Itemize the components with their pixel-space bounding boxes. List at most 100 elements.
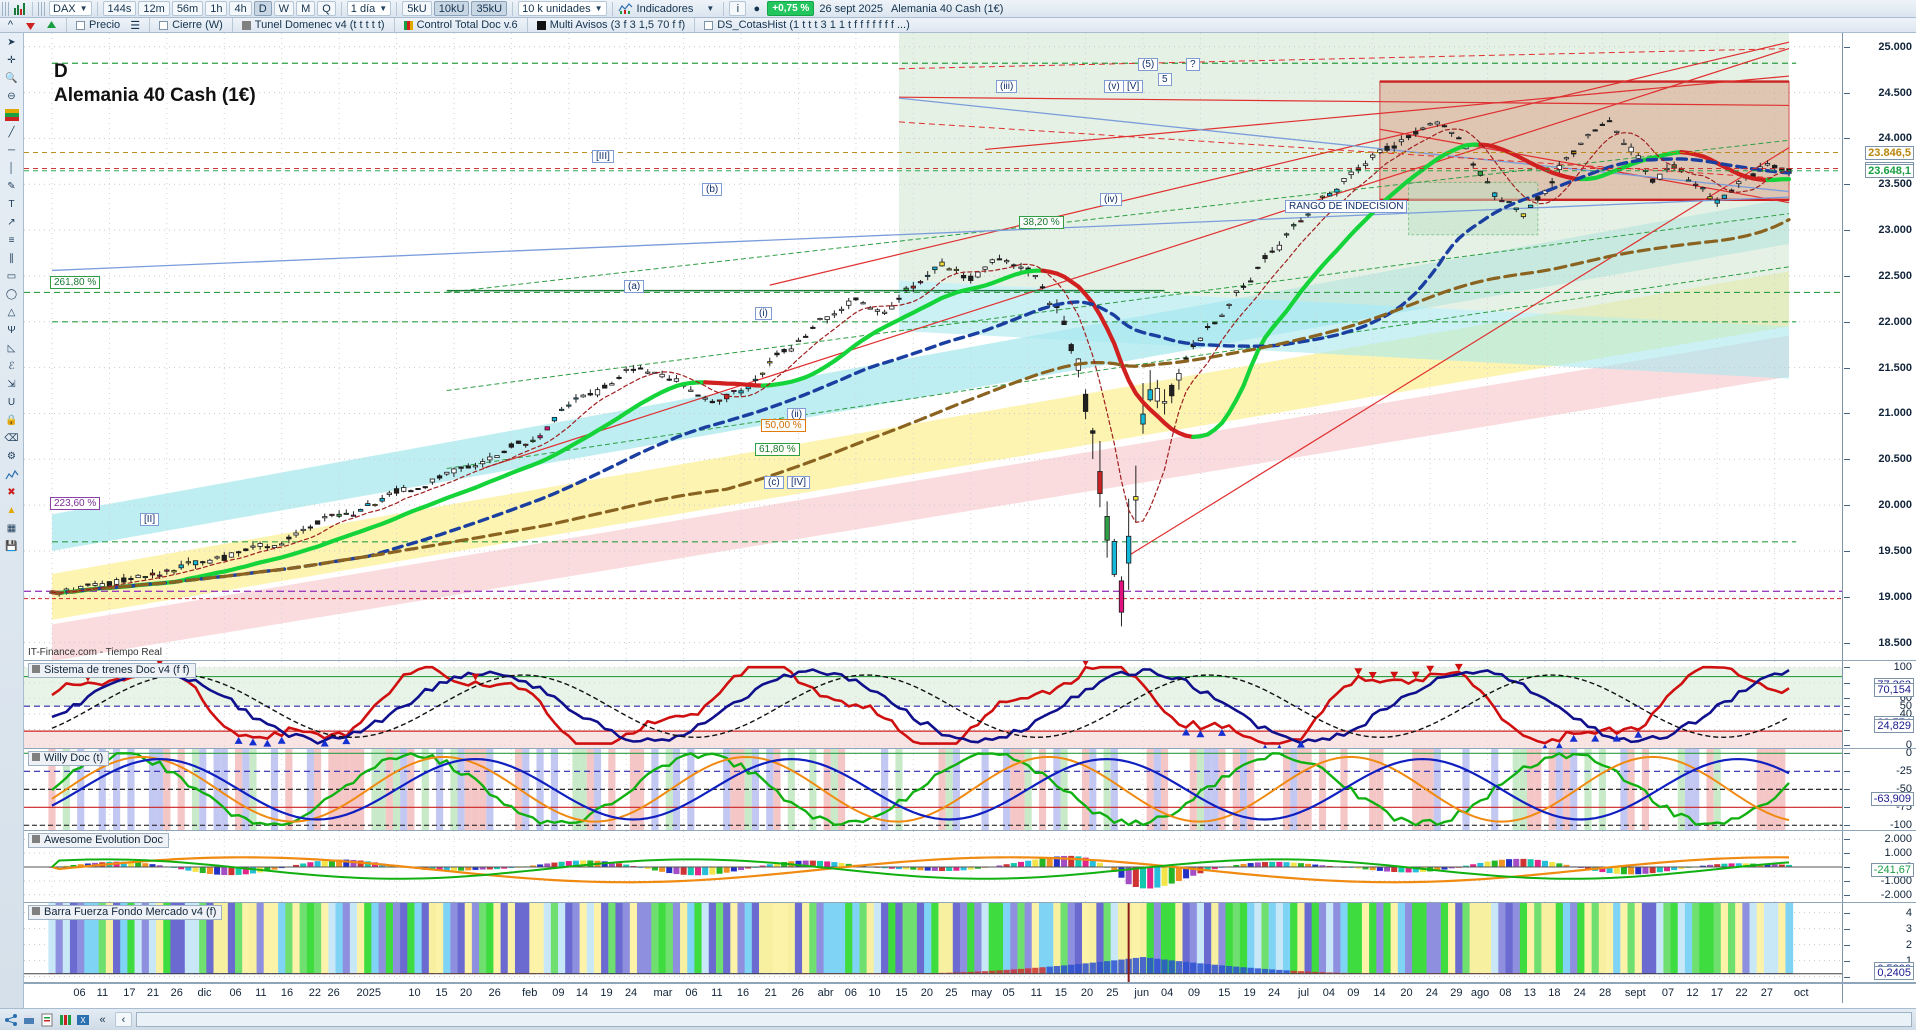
date-axis[interactable]: 06 11 17 21 26 dic 06 11 16 22 26 2025 10 15 20 26 feb 09… <box>24 983 1916 1003</box>
timeframe-w[interactable]: W <box>273 1 295 16</box>
save-icon[interactable]: 💾 <box>5 541 18 552</box>
indicator-pane-fuerza[interactable]: 432100,50000,2405 Barra Fuerza Fondo Mer… <box>24 903 1916 983</box>
ellipse-icon[interactable]: ◯ <box>5 289 18 300</box>
eraser-icon[interactable]: ⌫ <box>4 433 19 444</box>
info-icon[interactable]: i <box>729 1 747 16</box>
nav-prev-button[interactable]: ‹ <box>115 1012 132 1027</box>
magnet-icon[interactable]: U <box>7 397 16 408</box>
indicator-value-badge[interactable]: -63,909 <box>1870 792 1914 807</box>
lock-icon[interactable]: 🔒 <box>5 415 18 426</box>
record-icon[interactable]: ● <box>753 2 761 15</box>
price-pane[interactable]: 25.000 24.500 24.000 23.500 23.000 22.500 22.0… <box>24 33 1916 661</box>
channel-icon[interactable]: ∥ <box>9 253 14 264</box>
chart-annotation[interactable]: (i) <box>755 307 772 320</box>
chart-annotation[interactable]: (5) <box>1138 58 1159 71</box>
add-indicator-icon[interactable] <box>3 467 21 482</box>
price-value-badge[interactable]: 23.648,1 <box>1865 163 1914 178</box>
chart-annotation[interactable]: 61,80 % <box>755 443 800 456</box>
series-item-tunel[interactable]: Tunel Domenec v4 (t t t t t) <box>238 18 389 33</box>
indicator-value-badge[interactable]: -241,67 <box>1870 863 1914 878</box>
data-icon[interactable] <box>58 1013 72 1027</box>
chart-annotation[interactable]: 261,80 % <box>50 276 101 289</box>
timeframe-d[interactable]: D <box>253 1 272 16</box>
indicator-value-badge[interactable]: 70,154 <box>1874 683 1914 698</box>
arrow-icon[interactable]: ↗ <box>7 217 16 228</box>
zoom-out-icon[interactable]: ⊖ <box>7 91 16 102</box>
nav-first-button[interactable]: « <box>99 1013 106 1026</box>
measure-icon[interactable]: ⇲ <box>7 379 16 390</box>
chart-annotation[interactable]: ? <box>1186 58 1200 71</box>
indicator-title-awesome[interactable]: Awesome Evolution Doc <box>28 833 170 848</box>
series-item-cotashist[interactable]: DS_CotasHist (1 t t t 3 1 1 t f f f f f … <box>700 18 914 33</box>
timeframe-1h[interactable]: 1h <box>205 1 228 16</box>
symbol-selector[interactable]: DAX ▼ <box>49 1 92 16</box>
chart-annotation[interactable]: (c) <box>764 476 784 489</box>
chart-annotation[interactable]: (b) <box>702 183 723 196</box>
indicator-pane-trenes[interactable]: 1008060504020077,36370,15428,77424,829 S… <box>24 661 1916 749</box>
settings-icon[interactable]: ⚙ <box>7 451 16 462</box>
indicators-dropdown[interactable]: ▼ <box>698 1 718 16</box>
elliott-icon[interactable]: ℰ <box>8 361 15 372</box>
indicator-pane-willy[interactable]: 0 -25 -50 -75 -100 -63,909 Willy Doc (t) <box>24 749 1916 831</box>
indicator-plot-awesome[interactable] <box>24 831 1842 902</box>
series-list-icon[interactable]: ☰ <box>130 19 141 32</box>
gann-icon[interactable]: ◺ <box>7 343 16 354</box>
timeframe-m[interactable]: M <box>296 1 316 16</box>
indicator-icon[interactable] <box>618 2 632 16</box>
chart-annotation[interactable]: (iii) <box>996 80 1018 93</box>
units-selector[interactable]: 10 k unidades ▼ <box>518 1 607 16</box>
indicator-value-badge[interactable]: 24,829 <box>1874 718 1914 733</box>
alert-icon[interactable]: ▲ <box>6 505 17 516</box>
timeframe-4h[interactable]: 4h <box>229 1 252 16</box>
crosshair-icon[interactable]: ✛ <box>7 55 16 66</box>
price-value-badge[interactable]: 23.846,5 <box>1865 145 1914 160</box>
chart-annotation[interactable]: RANGO DE INDECISION <box>1285 200 1408 213</box>
timeframe-12m[interactable]: 12m <box>138 1 170 16</box>
delete-icon[interactable]: ✖ <box>7 487 16 498</box>
chart-annotation[interactable]: 5 <box>1158 73 1172 86</box>
indicator-axis-willy[interactable]: 0 -25 -50 -75 -100 -63,909 <box>1842 749 1916 830</box>
pitchfork-icon[interactable]: Ψ <box>7 325 16 336</box>
chart-annotation[interactable]: (a) <box>624 280 645 293</box>
indicator-title-trenes[interactable]: Sistema de trenes Doc v4 (f f) <box>28 663 196 678</box>
export-icon[interactable] <box>40 1013 54 1027</box>
price-plot[interactable] <box>24 33 1842 660</box>
collapse-icon[interactable]: ^ <box>7 19 14 31</box>
triangle-icon[interactable]: △ <box>7 307 16 318</box>
timeframe-144s[interactable]: 144s <box>102 1 137 16</box>
vertical-line-icon[interactable]: │ <box>8 163 15 174</box>
indicator-plot-willy[interactable] <box>24 749 1842 830</box>
period-selector[interactable]: 1 día ▼ <box>346 1 392 16</box>
pencil-icon[interactable]: ✎ <box>7 181 16 192</box>
timeframe-q[interactable]: Q <box>317 1 336 16</box>
chart-annotation[interactable]: [III] <box>592 150 614 163</box>
indicator-axis-fuerza[interactable]: 432100,50000,2405 <box>1842 903 1916 982</box>
series-item-control-total[interactable]: Control Total Doc v.6 <box>400 18 522 33</box>
share-icon[interactable] <box>4 1013 18 1027</box>
series-item-cierre[interactable]: Cierre (W) <box>155 18 227 33</box>
zoom-in-icon[interactable]: 🔍 <box>5 73 18 84</box>
chart-annotation[interactable]: [II] <box>140 513 160 526</box>
chart-annotation[interactable]: 50,00 % <box>761 419 806 432</box>
chart-annotation[interactable]: (iv) <box>1100 193 1122 206</box>
indicator-plot-trenes[interactable] <box>24 661 1842 748</box>
cursor-icon[interactable]: ➤ <box>7 37 16 48</box>
horizontal-line-icon[interactable]: ─ <box>7 145 16 156</box>
text-icon[interactable]: T <box>8 199 15 210</box>
grid-icon[interactable]: ▦ <box>6 523 17 534</box>
chart-annotation[interactable]: (v) <box>1104 80 1124 93</box>
chart-annotation[interactable]: 223,60 % <box>50 497 101 510</box>
print-icon[interactable] <box>22 1013 36 1027</box>
timeframe-56m[interactable]: 56m <box>171 1 204 16</box>
rectangle-icon[interactable]: ▭ <box>6 271 17 282</box>
toolbar-grip[interactable] <box>2 1 9 16</box>
chart-annotation[interactable]: [IV] <box>787 476 811 489</box>
unit-10ku[interactable]: 10kU <box>433 1 470 16</box>
indicator-title-fuerza[interactable]: Barra Fuerza Fondo Mercado v4 (f) <box>28 905 223 920</box>
trendline-icon[interactable]: ╱ <box>8 127 15 138</box>
indicator-value-badge[interactable]: 0,2405 <box>1874 965 1914 980</box>
unit-5ku[interactable]: 5kU <box>402 1 432 16</box>
palette-icon[interactable] <box>3 107 21 122</box>
